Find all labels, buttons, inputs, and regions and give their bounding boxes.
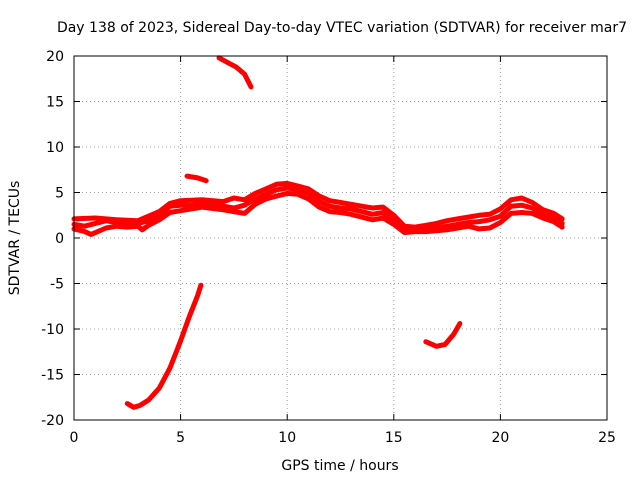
series-blip [184,173,209,184]
x-axis-label: GPS time / hours [281,458,398,474]
x-tick-label: 0 [70,430,79,446]
y-tick-label: -20 [41,413,64,429]
series-arc-bottom-left [124,282,204,410]
series-upper-band [71,180,565,230]
x-tick-label: 15 [385,430,403,446]
series-arc-bottom-right [423,321,463,349]
x-tick-label: 10 [278,430,296,446]
x-tick-label: 20 [491,430,509,446]
y-tick-label: 0 [55,231,64,247]
y-axis-label: SDTVAR / TECUs [7,181,23,296]
chart-title: Day 138 of 2023, Sidereal Day-to-day VTE… [57,20,627,36]
y-tick-label: 15 [46,95,64,111]
series-arc-top [216,55,254,90]
y-tick-label: -10 [41,322,64,338]
y-tick-label: -5 [50,277,64,293]
series-main-band [71,185,565,233]
grid-lines [74,56,607,420]
x-tick-label: 25 [598,430,616,446]
y-tick-label: 20 [46,49,64,65]
x-tick-label: 5 [176,430,185,446]
y-tick-label: 10 [46,140,64,156]
axis-ticks: 0 5 10 15 20 25 -20 -15 -10 -5 0 5 10 15 20 [41,49,616,446]
y-tick-label: -15 [41,368,64,384]
series-lower-band [71,190,565,237]
series-layer [71,55,565,410]
y-tick-label: 5 [55,186,64,202]
plot-frame [73,55,608,421]
